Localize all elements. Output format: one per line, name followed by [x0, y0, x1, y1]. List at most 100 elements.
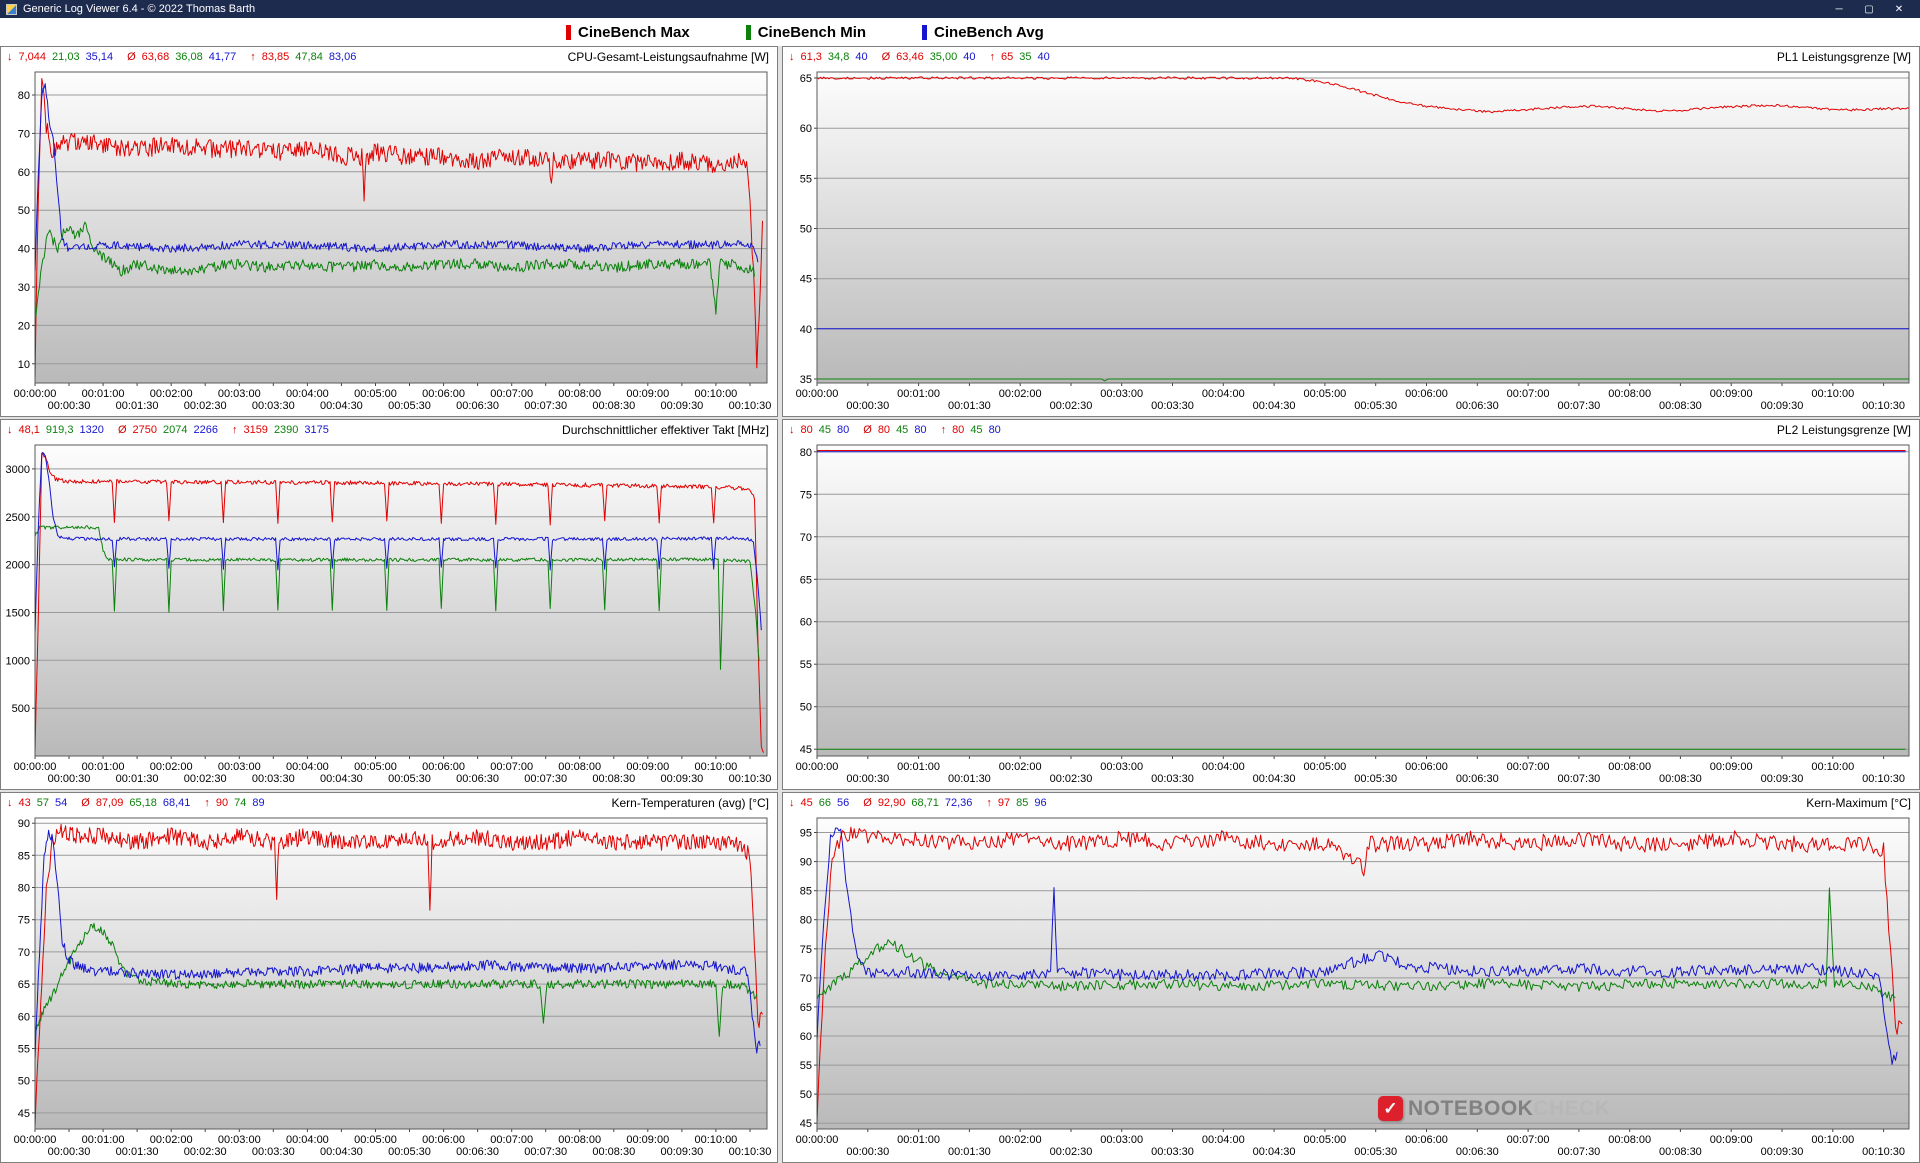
svg-text:00:10:00: 00:10:00 — [1811, 761, 1854, 773]
stat-value-max: 65 — [1000, 51, 1014, 63]
svg-text:00:03:30: 00:03:30 — [252, 773, 295, 785]
stat-value-max: 87,09 — [95, 797, 124, 809]
svg-text:00:09:30: 00:09:30 — [660, 400, 703, 412]
chart-plot[interactable]: 35 40 45 50 55 60 65 00:00:00 00:01:00 00:02:00 00… — [783, 67, 1919, 416]
stat-symbol: Ø — [881, 51, 891, 63]
stat-value-max: 3159 — [243, 424, 268, 436]
svg-text:00:10:30: 00:10:30 — [729, 773, 772, 785]
svg-text:00:06:30: 00:06:30 — [1456, 400, 1499, 412]
svg-text:00:08:00: 00:08:00 — [1608, 1134, 1651, 1146]
titlebar[interactable]: Generic Log Viewer 6.4 - © 2022 Thomas B… — [0, 0, 1920, 18]
maximize-button[interactable]: ▢ — [1864, 3, 1874, 15]
svg-text:40: 40 — [800, 324, 812, 336]
svg-text:00:09:00: 00:09:00 — [1710, 761, 1753, 773]
stat-group: Ø 2750 2074 2266 — [118, 424, 218, 436]
svg-text:00:06:00: 00:06:00 — [422, 1134, 465, 1146]
chart-title: Kern-Temperaturen (avg) [°C] — [611, 796, 769, 810]
stat-value-min: 35,00 — [929, 51, 958, 63]
svg-text:00:03:30: 00:03:30 — [1151, 773, 1194, 785]
stat-value-avg: 54 — [55, 797, 68, 809]
minimize-button[interactable]: ─ — [1835, 3, 1843, 15]
stat-group: ↑ 90 74 89 — [204, 797, 264, 809]
svg-text:00:06:00: 00:06:00 — [1405, 1134, 1448, 1146]
svg-text:70: 70 — [800, 532, 812, 544]
svg-text:00:09:30: 00:09:30 — [660, 773, 703, 785]
chart-title: PL2 Leistungsgrenze [W] — [1776, 423, 1911, 437]
legend-swatch-avg-icon — [922, 24, 928, 40]
svg-text:80: 80 — [800, 915, 812, 927]
stat-symbol: ↑ — [250, 51, 256, 63]
svg-text:00:09:00: 00:09:00 — [1710, 388, 1753, 400]
svg-text:00:02:30: 00:02:30 — [1050, 400, 1093, 412]
svg-text:65: 65 — [800, 1002, 812, 1014]
svg-text:00:08:30: 00:08:30 — [1659, 773, 1702, 785]
svg-text:00:08:30: 00:08:30 — [1659, 400, 1702, 412]
svg-text:00:09:00: 00:09:00 — [626, 761, 669, 773]
stat-value-avg: 68,41 — [162, 797, 191, 809]
svg-text:00:05:30: 00:05:30 — [388, 400, 431, 412]
svg-text:00:06:30: 00:06:30 — [1456, 773, 1499, 785]
stat-value-min: 2074 — [162, 424, 188, 436]
chart-plot[interactable]: 45 50 55 60 65 70 75 80 00:00:00 00:01:00 00:02:00… — [783, 440, 1919, 789]
stat-value-max: 80 — [877, 424, 891, 436]
chart-title: Durchschnittlicher effektiver Takt [MHz] — [562, 423, 769, 437]
svg-text:00:01:30: 00:01:30 — [116, 773, 159, 785]
chart-stats: ↓ 43 57 54 Ø 87,09 65,18 68,41 ↑ 90 74 89 — [7, 797, 265, 809]
svg-text:00:00:00: 00:00:00 — [796, 761, 839, 773]
legend-label-avg: CineBench Avg — [934, 23, 1044, 41]
chart-plot[interactable]: 10 20 30 40 50 60 70 80 00:00:00 00:01:00 00:02:00… — [1, 67, 777, 416]
svg-text:00:03:00: 00:03:00 — [1100, 1134, 1143, 1146]
svg-text:85: 85 — [800, 886, 812, 898]
stat-value-avg: 89 — [252, 797, 265, 809]
stat-value-max: 80 — [800, 424, 813, 436]
stat-value-min: 36,08 — [175, 51, 203, 63]
legend-swatch-max-icon — [566, 24, 571, 40]
svg-text:00:08:30: 00:08:30 — [592, 773, 635, 785]
chart-header: ↓ 43 57 54 Ø 87,09 65,18 68,41 ↑ 90 74 89 Kern-Temp… — [1, 793, 777, 813]
close-button[interactable]: ✕ — [1894, 3, 1904, 15]
svg-text:00:03:00: 00:03:00 — [1100, 388, 1143, 400]
stat-group: Ø 80 45 80 — [863, 424, 926, 436]
svg-text:80: 80 — [18, 883, 30, 895]
legend-swatch-min-icon — [745, 24, 751, 40]
svg-text:00:05:00: 00:05:00 — [354, 388, 397, 400]
svg-text:60: 60 — [800, 1031, 812, 1043]
chart-plot[interactable]: 45 50 55 60 65 70 75 80 85 90 95 00:00:00 00:01:00 00… — [783, 813, 1919, 1162]
svg-text:00:02:00: 00:02:00 — [150, 761, 193, 773]
svg-text:30: 30 — [18, 282, 30, 294]
svg-text:00:08:00: 00:08:00 — [558, 388, 601, 400]
svg-text:00:07:00: 00:07:00 — [1507, 388, 1550, 400]
svg-text:95: 95 — [800, 828, 812, 840]
svg-text:00:06:30: 00:06:30 — [456, 1146, 499, 1158]
stat-value-avg: 35,14 — [85, 51, 114, 63]
stat-symbol: Ø — [81, 797, 90, 809]
legend-item-cinebench-min[interactable]: CineBench Min — [745, 24, 866, 41]
svg-text:55: 55 — [800, 1060, 812, 1072]
svg-text:00:08:00: 00:08:00 — [1608, 388, 1651, 400]
chart-header: ↓ 80 45 80 Ø 80 45 80 ↑ 80 45 80 PL2 Leistungsgrenz… — [783, 420, 1919, 440]
stat-symbol: ↑ — [204, 797, 210, 809]
stat-value-avg: 40 — [963, 51, 976, 63]
legend-item-cinebench-max[interactable]: CineBench Max — [566, 24, 690, 41]
legend-item-cinebench-avg[interactable]: CineBench Avg — [922, 24, 1044, 41]
chart-panel-kern-temp-avg: ↓ 43 57 54 Ø 87,09 65,18 68,41 ↑ 90 74 89 Kern-Temp… — [0, 792, 778, 1163]
svg-text:00:06:00: 00:06:00 — [1405, 388, 1448, 400]
stat-value-min: 45 — [896, 424, 909, 436]
svg-text:00:01:30: 00:01:30 — [116, 1146, 159, 1158]
legend-label-max: CineBench Max — [578, 23, 690, 41]
svg-text:00:03:00: 00:03:00 — [218, 761, 261, 773]
svg-text:00:08:30: 00:08:30 — [592, 400, 635, 412]
stat-value-min: 57 — [36, 797, 49, 809]
stat-value-avg: 40 — [1037, 51, 1050, 63]
svg-text:00:10:30: 00:10:30 — [1862, 400, 1905, 412]
svg-text:00:00:30: 00:00:30 — [846, 400, 889, 412]
svg-text:90: 90 — [18, 818, 30, 830]
stat-symbol: Ø — [863, 797, 872, 809]
svg-text:00:02:00: 00:02:00 — [999, 388, 1042, 400]
chart-stats: ↓ 61,3 34,8 40 Ø 63,46 35,00 40 ↑ 65 35 40 — [789, 51, 1050, 63]
svg-text:00:05:00: 00:05:00 — [1303, 388, 1346, 400]
svg-text:70: 70 — [18, 947, 30, 959]
svg-text:50: 50 — [800, 702, 812, 714]
